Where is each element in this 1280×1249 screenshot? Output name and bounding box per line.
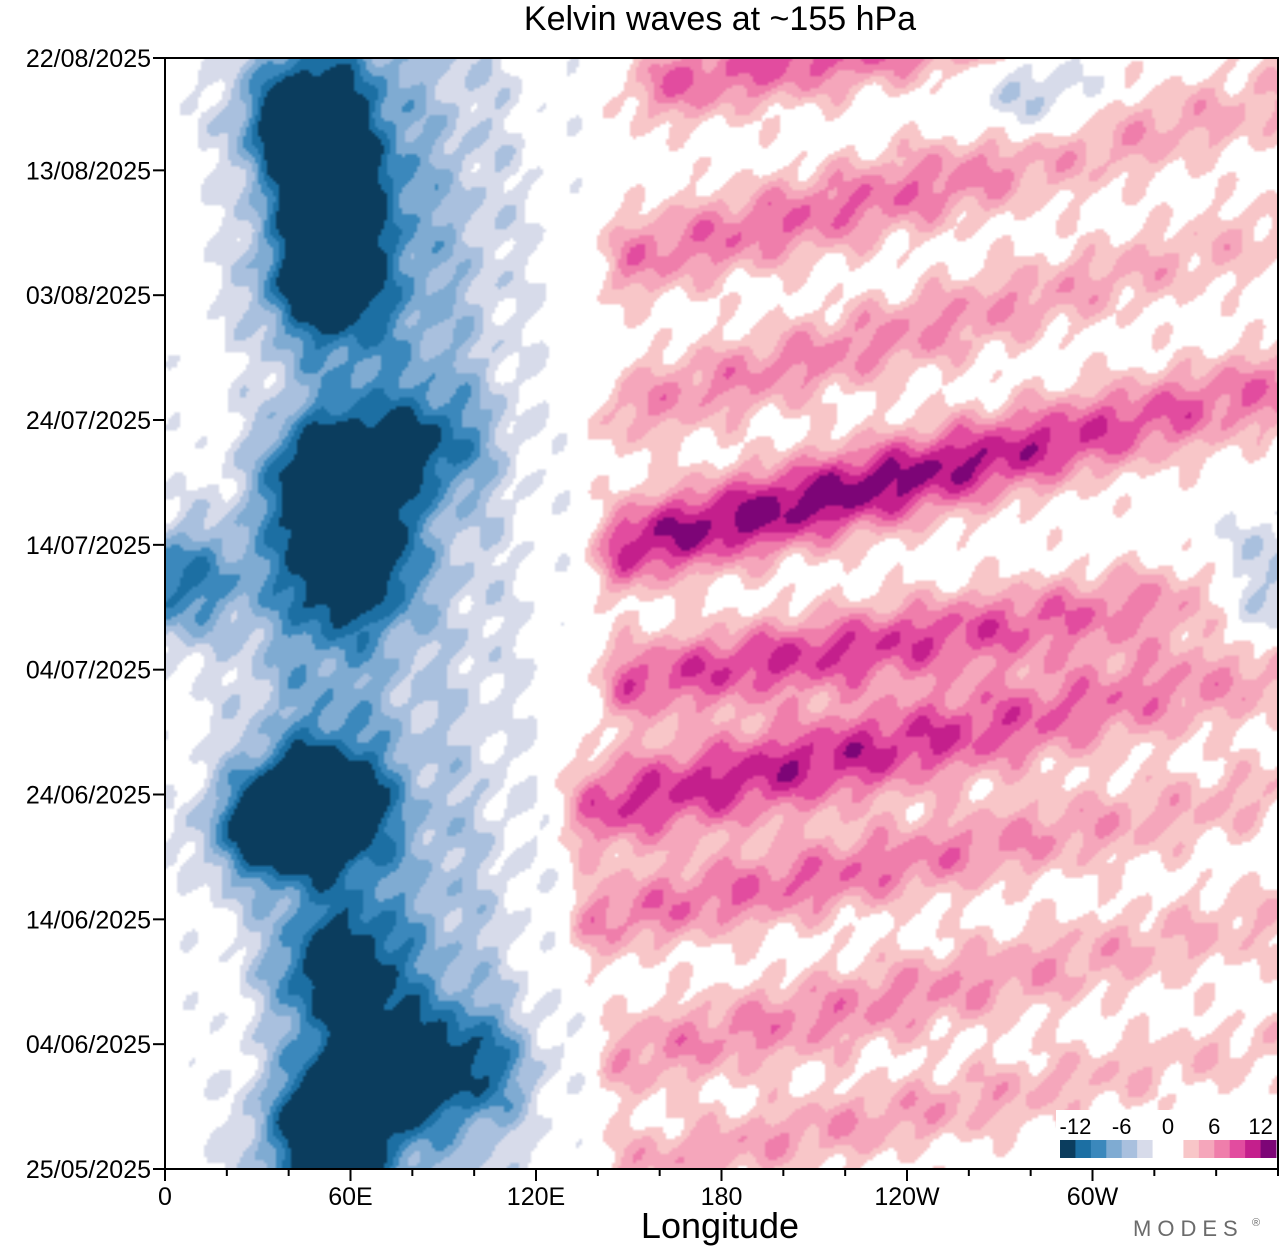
colorbar-swatch [1106,1140,1123,1158]
colorbar-swatch [1260,1140,1277,1158]
colorbar-swatch [1121,1140,1138,1158]
anomaly-field [165,58,1278,1169]
x-tick-label: 60W [1067,1183,1119,1211]
colorbar-label: 6 [1208,1114,1220,1139]
y-axis: 25/05/2025 04/06/2025 14/06/2025 24/06/2025… [26,45,165,1184]
colorbar-label: -12 [1060,1114,1092,1139]
x-tick-label: 120W [874,1183,940,1211]
colorbar-swatch [1183,1140,1200,1158]
y-tick-label: 14/06/2025 [26,906,151,934]
colorbar-swatch [1198,1140,1215,1158]
y-tick-label: 04/06/2025 [26,1031,151,1059]
x-tick-label: 60E [328,1183,372,1211]
y-tick-label: 24/07/2025 [26,407,151,435]
colorbar-swatch [1214,1140,1231,1158]
y-tick-label: 14/07/2025 [26,532,151,560]
colorbar-swatch [1168,1140,1184,1158]
colorbar-swatch [1245,1140,1262,1158]
x-axis-label: Longitude [641,1205,799,1246]
y-tick-label: 03/08/2025 [26,282,151,310]
colorbar-swatch [1137,1140,1154,1158]
x-tick-label: 180 [701,1183,743,1211]
colorbar-swatch [1090,1140,1107,1158]
x-tick-label: 120E [507,1183,565,1211]
plot-area: -12 -6 0 6 12 [164,57,1280,1170]
y-tick-label: 04/07/2025 [26,657,151,685]
colorbar-label: 0 [1162,1114,1174,1139]
chart-title: Kelvin waves at ~155 hPa [524,0,916,38]
brand-text: MODES [1133,1216,1244,1241]
colorbar: -12 -6 0 6 12 [1056,1110,1280,1162]
y-tick-label: 13/08/2025 [26,157,151,185]
y-tick-label: 22/08/2025 [26,45,151,73]
x-axis: 0 60E 120E 180 120W 60W [158,1169,1279,1211]
brand-registered-mark: ® [1252,1217,1260,1229]
colorbar-swatch [1075,1140,1092,1158]
y-tick-label: 24/06/2025 [26,782,151,810]
colorbar-swatch [1229,1140,1246,1158]
x-tick-label: 0 [158,1183,172,1211]
y-tick-label: 25/05/2025 [26,1156,151,1184]
colorbar-label: -6 [1112,1114,1132,1139]
colorbar-swatch [1060,1140,1076,1158]
colorbar-label: 12 [1248,1114,1272,1139]
colorbar-swatch [1152,1140,1169,1158]
modes-logo: MODES ® [1133,1216,1260,1241]
